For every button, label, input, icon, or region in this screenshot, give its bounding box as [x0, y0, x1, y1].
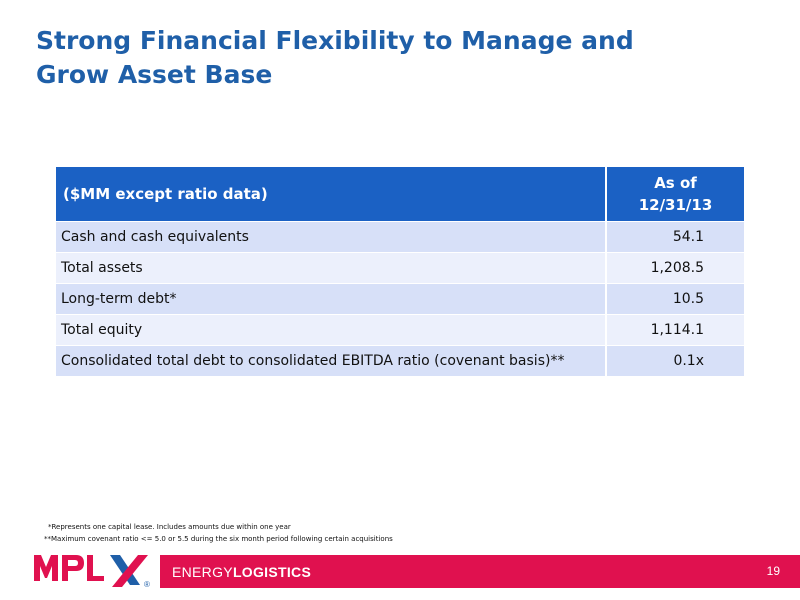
- brand-energy: ENERGY: [172, 564, 233, 580]
- brand-wordmark: ENERGYLOGISTICS: [172, 564, 311, 580]
- mplx-logo: ®: [34, 555, 150, 589]
- page-number: 19: [766, 564, 780, 578]
- row-label: Consolidated total debt to consolidated …: [56, 345, 607, 376]
- footer-bar: ENERGYLOGISTICS 19: [160, 555, 800, 588]
- row-value: 54.1: [606, 221, 744, 253]
- table-row: Consolidated total debt to consolidated …: [56, 345, 744, 376]
- table-row: Cash and cash equivalents 54.1: [56, 221, 744, 253]
- row-label: Long-term debt*: [56, 283, 607, 315]
- financial-table: ($MM except ratio data) As of 12/31/13 C…: [56, 167, 744, 376]
- page-title-line-2: Grow Asset Base: [36, 60, 273, 89]
- row-value: 1,208.5: [606, 252, 744, 284]
- page-title-line-1: Strong Financial Flexibility to Manage a…: [36, 26, 634, 55]
- brand-logistics: LOGISTICS: [232, 564, 312, 580]
- footnote-2: **Maximum covenant ratio <= 5.0 or 5.5 d…: [44, 535, 393, 543]
- table-header-row: ($MM except ratio data) As of 12/31/13: [56, 167, 744, 222]
- registered-mark: ®: [144, 580, 150, 589]
- row-label: Cash and cash equivalents: [56, 221, 607, 253]
- row-value: 1,114.1: [606, 314, 744, 346]
- table-row: Total assets 1,208.5: [56, 252, 744, 284]
- footnote-1: *Represents one capital lease. Includes …: [48, 523, 291, 531]
- row-label: Total assets: [56, 252, 607, 284]
- row-value: 0.1x: [606, 345, 744, 376]
- page-title: Strong Financial Flexibility to Manage a…: [36, 24, 676, 92]
- row-label: Total equity: [56, 314, 607, 346]
- footnotes: *Represents one capital lease. Includes …: [44, 521, 393, 545]
- row-value: 10.5: [606, 283, 744, 315]
- table-header-date-line-2: 12/31/13: [638, 196, 713, 214]
- table-row: Total equity 1,114.1: [56, 314, 744, 346]
- table-row: Long-term debt* 10.5: [56, 283, 744, 315]
- table-header-date: As of 12/31/13: [606, 167, 744, 222]
- table-header-label: ($MM except ratio data): [56, 167, 607, 222]
- table-header-date-line-1: As of: [654, 174, 697, 192]
